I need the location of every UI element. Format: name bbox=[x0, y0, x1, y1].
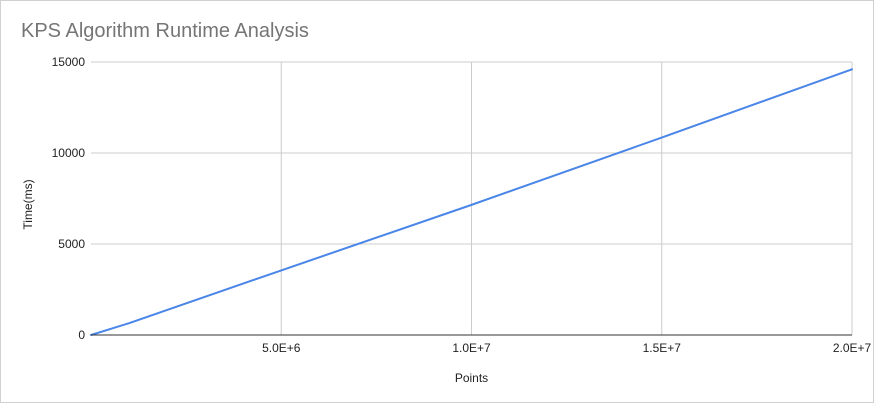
series-line bbox=[90, 68, 853, 336]
x-tick-label: 2.0E+7 bbox=[833, 341, 872, 355]
grid-lines bbox=[91, 61, 853, 335]
y-tick-labels: 0 5000 10000 15000 bbox=[52, 55, 86, 342]
x-tick-label: 5.0E+6 bbox=[262, 341, 301, 355]
y-tick-label: 0 bbox=[78, 328, 85, 342]
x-axis-title: Points bbox=[455, 371, 488, 385]
x-tick-labels: 5.0E+6 1.0E+7 1.5E+7 2.0E+7 bbox=[262, 341, 871, 355]
series-layer bbox=[90, 68, 853, 336]
y-tick-label: 10000 bbox=[52, 146, 86, 160]
y-axis-title: Time(ms) bbox=[21, 179, 35, 229]
chart-title: KPS Algorithm Runtime Analysis bbox=[21, 20, 309, 42]
y-tick-label: 5000 bbox=[58, 237, 85, 251]
x-tick-label: 1.0E+7 bbox=[452, 341, 491, 355]
x-tick-label: 1.5E+7 bbox=[643, 341, 682, 355]
y-tick-label: 15000 bbox=[52, 55, 86, 69]
